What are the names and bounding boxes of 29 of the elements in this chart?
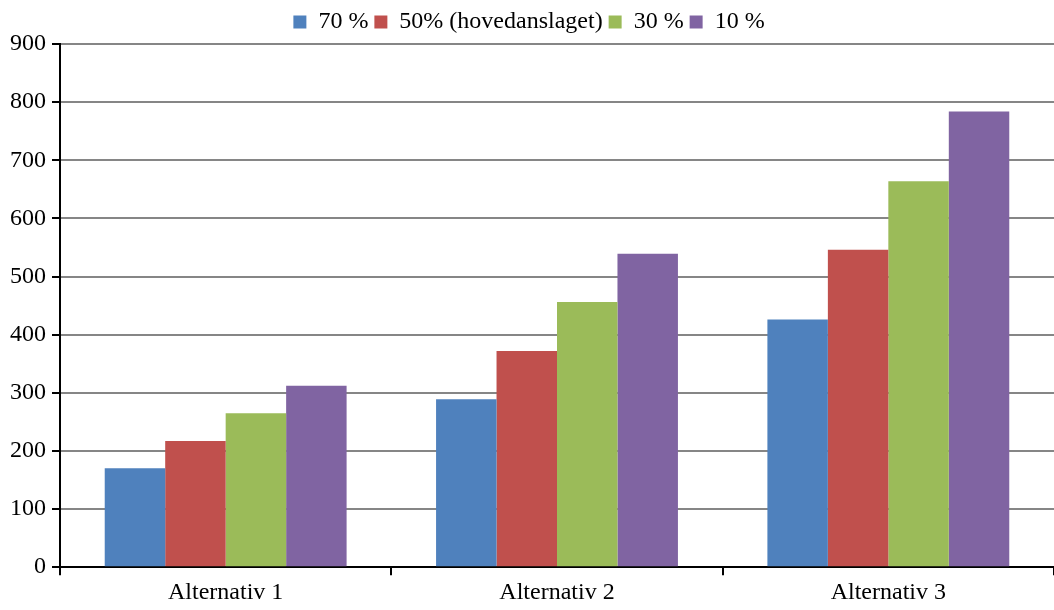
y-tick-label: 600 [10, 203, 46, 230]
legend-label: 10 % [714, 7, 765, 34]
y-tick-label: 500 [10, 261, 46, 288]
bar [436, 399, 497, 567]
bar [557, 302, 618, 567]
x-tick-label: Alternativ 1 [168, 577, 284, 604]
x-tick-label: Alternativ 2 [499, 577, 615, 604]
legend-label: 70 % [318, 7, 369, 34]
y-tick-label: 700 [10, 145, 46, 172]
bar [165, 441, 226, 567]
bar [948, 111, 1010, 567]
y-tick-label: 800 [10, 87, 46, 114]
bar [496, 350, 557, 567]
bar [767, 319, 828, 567]
bar [827, 249, 889, 567]
legend-label: 30 % [633, 7, 684, 34]
x-tick-label: Alternativ 3 [830, 577, 946, 604]
bar [617, 253, 678, 567]
y-tick-label: 0 [34, 552, 46, 579]
y-tick-label: 900 [10, 29, 46, 56]
y-tick-label: 100 [10, 494, 46, 521]
y-tick-label: 400 [10, 319, 46, 346]
bar [104, 468, 166, 567]
bar [286, 385, 347, 567]
legend-label: 50% (hovedanslaget) [399, 7, 603, 34]
y-tick-label: 300 [10, 378, 46, 405]
bar [888, 181, 949, 567]
y-tick-label: 200 [10, 436, 46, 463]
bar [225, 413, 287, 567]
